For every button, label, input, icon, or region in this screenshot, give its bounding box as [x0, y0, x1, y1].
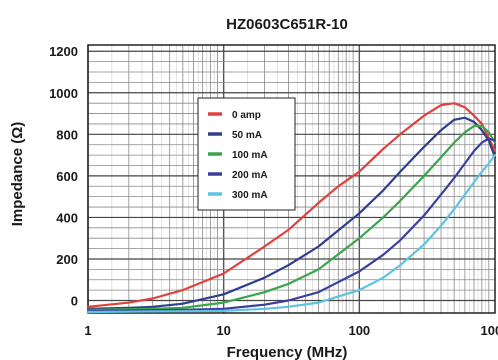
y-axis-label: Impedance (Ω) [9, 122, 26, 227]
y-tick-label: 400 [56, 210, 78, 225]
y-tick-labels: 0 200 400 600 800 1000 1200 [49, 44, 78, 308]
legend-label: 200 mA [232, 170, 268, 181]
y-tick-label: 0 [71, 294, 78, 309]
x-axis-label: Frequency (MHz) [227, 344, 348, 360]
x-tick-label: 100 [348, 323, 370, 338]
chart-title: HZ0603C651R-10 [226, 16, 348, 33]
x-tick-labels: 1 10 100 1000 [84, 323, 498, 338]
x-tick-label: 1000 [481, 323, 498, 338]
legend: 0 amp 50 mA 100 mA 200 mA 300 mA [197, 97, 296, 211]
series-line-4 [86, 154, 497, 314]
legend-label: 300 mA [232, 190, 268, 201]
series-layer [86, 102, 497, 314]
y-tick-label: 200 [56, 252, 78, 267]
plot-frame [87, 44, 496, 314]
series-line-0 [86, 102, 497, 308]
y-tick-label: 600 [56, 169, 78, 184]
legend-label: 100 mA [232, 150, 268, 161]
y-tick-label: 1000 [49, 86, 78, 101]
series-line-2 [86, 124, 497, 311]
series-line-3 [86, 137, 497, 312]
legend-label: 0 amp [232, 110, 261, 121]
legend-label: 50 mA [232, 130, 262, 141]
x-tick-label: 1 [84, 323, 91, 338]
y-tick-label: 800 [56, 127, 78, 142]
y-tick-label: 1200 [49, 44, 78, 59]
x-tick-label: 10 [216, 323, 230, 338]
series-line-1 [86, 116, 497, 310]
